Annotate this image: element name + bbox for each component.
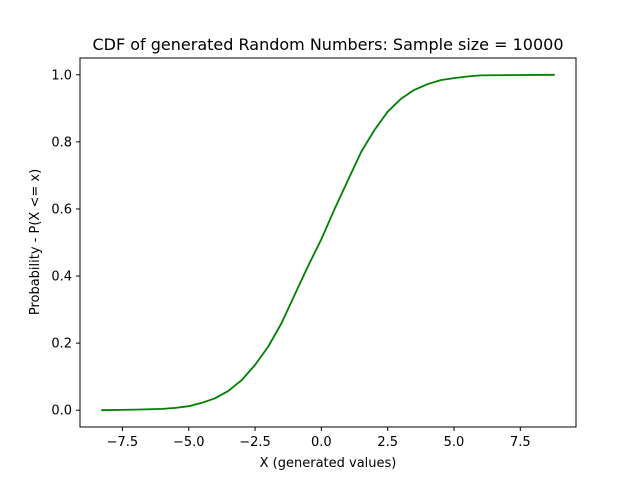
plot-frame xyxy=(79,57,577,428)
x-tick-label: −7.5 xyxy=(107,435,139,450)
chart-marks xyxy=(101,73,555,412)
x-tick-label: 7.5 xyxy=(510,435,531,450)
y-tick-label: 0.6 xyxy=(51,202,72,217)
x-tick-label: 2.5 xyxy=(377,435,398,450)
y-tick-label: 0.8 xyxy=(51,135,72,150)
x-tick-label: 0.0 xyxy=(311,435,332,450)
x-axis-label: X (generated values) xyxy=(260,456,397,471)
y-axis: 0.0 0.2 0.4 0.6 0.8 1.0 xyxy=(51,68,80,419)
y-axis-label: Probability - P(X <= x) xyxy=(28,169,43,315)
y-tick-label: 0.2 xyxy=(51,337,72,352)
cdf-series-line xyxy=(101,73,555,412)
x-tick-label: −5.0 xyxy=(173,435,205,450)
x-tick-label: −2.5 xyxy=(239,435,271,450)
chart-title: CDF of generated Random Numbers: Sample … xyxy=(92,35,563,54)
x-tick-label: 5.0 xyxy=(444,435,465,450)
y-tick-label: 0.4 xyxy=(51,270,72,285)
y-tick-label: 1.0 xyxy=(51,68,72,83)
y-tick-label: 0.0 xyxy=(51,404,72,419)
x-axis: −7.5 −5.0 −2.5 0.0 2.5 5.0 7.5 xyxy=(107,427,531,450)
